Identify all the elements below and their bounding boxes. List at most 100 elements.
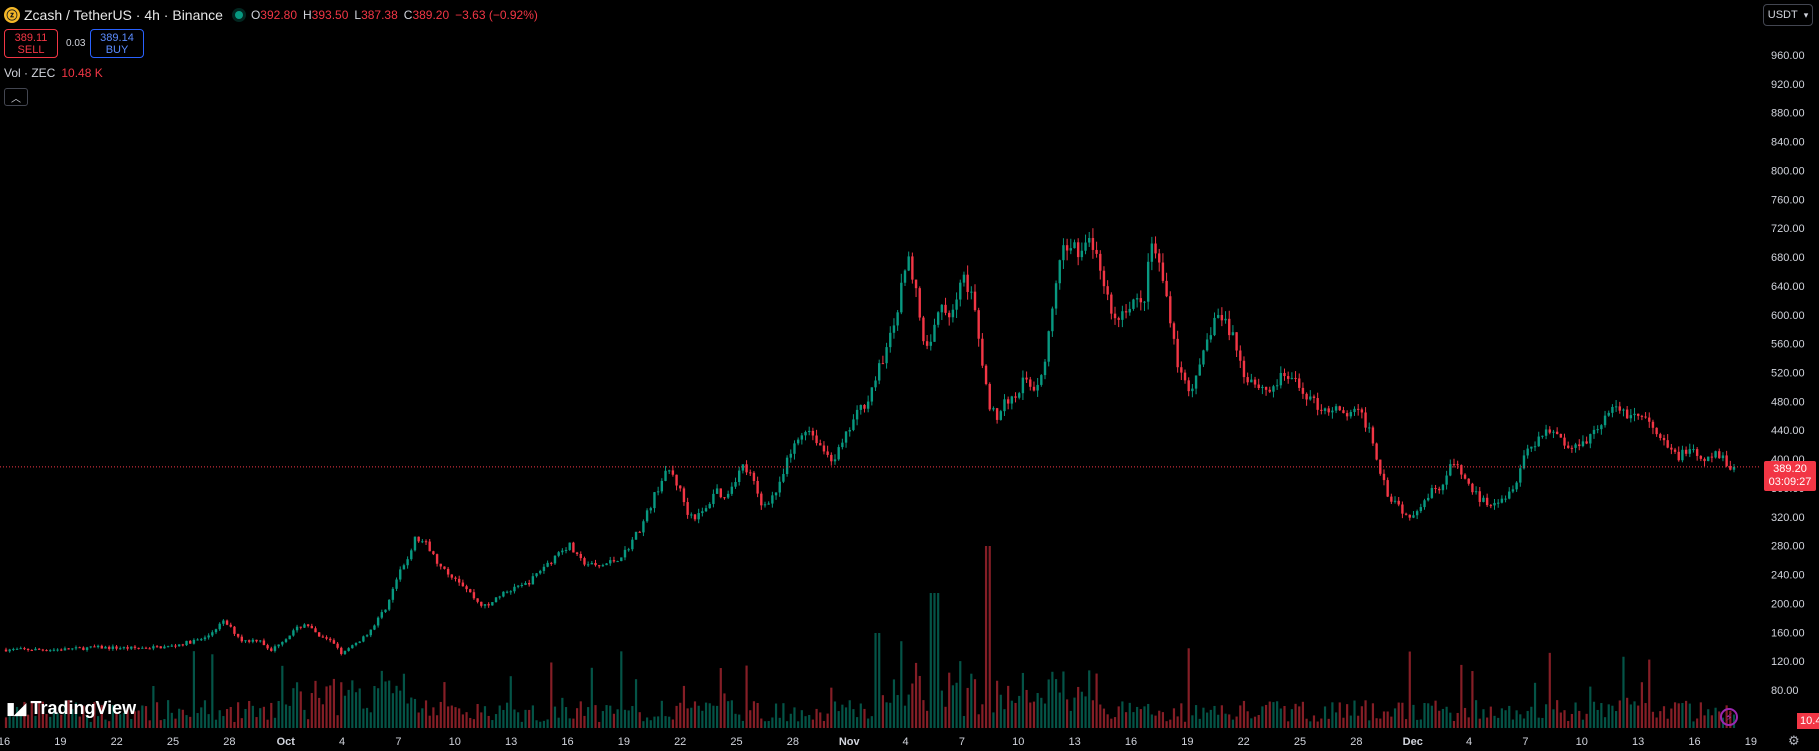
candle-body [82, 647, 85, 650]
candle-body [229, 624, 232, 627]
volume-bar [1718, 711, 1721, 728]
gear-icon[interactable]: ⚙ [1788, 733, 1800, 748]
volume-bar [1058, 692, 1061, 728]
candle-body [262, 640, 266, 646]
candle-body [502, 591, 505, 597]
volume-bar [144, 706, 148, 728]
candle-body [314, 628, 317, 633]
candle-body [321, 636, 325, 638]
candle-body [561, 550, 564, 553]
volume-bar [259, 708, 262, 728]
volume-bar [410, 697, 413, 728]
candle-body [1187, 380, 1190, 392]
candle-body [1253, 379, 1257, 385]
sell-label: SELL [17, 43, 45, 56]
volume-bar [1626, 697, 1629, 728]
volume-bar [159, 720, 162, 728]
volume-bar [690, 707, 693, 728]
candle-body [30, 650, 33, 652]
volume-bar [1010, 700, 1013, 728]
candle-body [859, 404, 862, 410]
symbol-title[interactable]: Zcash / TetherUS · 4h · Binance [24, 7, 223, 23]
candle-body [402, 565, 406, 570]
collapse-legend-button[interactable]: ︿ [4, 88, 28, 106]
candle-body [660, 480, 664, 492]
sell-button[interactable]: 389.11 SELL [4, 29, 58, 58]
volume-bar [631, 706, 634, 728]
volume-bar [240, 718, 243, 728]
volume-bar [266, 719, 269, 728]
volume-bar [1404, 719, 1408, 728]
volume-bar [108, 721, 111, 728]
volume-bar [292, 688, 295, 728]
candle-body [483, 604, 487, 606]
volume-bar [1401, 702, 1404, 728]
last-price-value: 389.20 [1773, 463, 1807, 475]
candle-body [870, 387, 874, 402]
candle-body [1099, 253, 1102, 271]
candle-body [907, 256, 910, 271]
volume-bar [133, 711, 137, 728]
close-label: C [403, 8, 413, 22]
volume-bar [1147, 703, 1150, 728]
candle-body [1106, 286, 1109, 295]
volume-bar [1685, 700, 1688, 728]
price-axis[interactable]: 960.00 920.00 880.00 840.00 800.00 760.00 720.… [1771, 50, 1805, 697]
volume-bar [450, 705, 453, 728]
candle-body [1250, 379, 1253, 383]
volume-bar [1091, 700, 1095, 728]
market-open-status-icon[interactable] [234, 11, 243, 19]
candle-body [336, 643, 339, 648]
candle-body [8, 649, 11, 652]
time-tick-label: 7 [1522, 736, 1528, 748]
volume-bar [270, 702, 273, 728]
price-tick-label: 840.00 [1771, 137, 1805, 149]
volume-bar [119, 714, 122, 728]
candle-body [1703, 458, 1706, 462]
candle-body [1644, 416, 1647, 418]
candle-body [1062, 245, 1065, 261]
volume-bar [1136, 706, 1139, 728]
volume-value: 10.48 K [61, 66, 103, 80]
volume-bar [1143, 706, 1146, 728]
volume-bar [1276, 701, 1279, 728]
volume-bar [277, 700, 280, 728]
candle-body [1088, 238, 1091, 243]
volume-legend[interactable]: Vol · ZEC 10.48 K [4, 66, 103, 80]
candle-body [1677, 451, 1680, 461]
volume-bar [288, 705, 291, 728]
volume-bar [557, 717, 560, 728]
candle-body [362, 636, 365, 642]
candle-body [1320, 409, 1323, 411]
volume-bar [1714, 707, 1717, 728]
time-tick-label: 16 [0, 736, 10, 748]
candle-body [1279, 372, 1283, 386]
buy-button[interactable]: 389.14 BUY [90, 29, 144, 58]
volume-bar [561, 697, 564, 728]
volume-bar [483, 706, 487, 728]
candle-body [1224, 318, 1227, 321]
candle-body [944, 304, 947, 313]
candle-body [793, 443, 796, 454]
volume-bar [966, 687, 969, 728]
lightning-icon[interactable]: ⚡ [1720, 708, 1738, 726]
candle-body [701, 511, 704, 514]
volume-bar [1261, 706, 1264, 728]
volume-bar [1224, 713, 1227, 728]
candle-body [1581, 441, 1585, 447]
volume-bar [458, 708, 461, 728]
currency-select[interactable]: USDT ▾ [1763, 4, 1813, 26]
candle-body [15, 648, 19, 650]
volume-bar [955, 682, 958, 728]
candle-body [52, 649, 56, 651]
candle-body [303, 624, 306, 628]
candle-body [620, 557, 623, 562]
time-axis[interactable]: 16 19 22 25 28 Oct 4 7 10 13 16 19 22 25 28 Nov 4 7 10 13 16… [0, 736, 1757, 748]
candle-body [1257, 384, 1260, 389]
tradingview-logo[interactable]: ▮◢ TradingView [6, 698, 136, 719]
volume-bar [1301, 701, 1305, 728]
volume-bar [1007, 685, 1010, 728]
volume-bar [41, 701, 44, 728]
volume-bar [248, 700, 251, 728]
